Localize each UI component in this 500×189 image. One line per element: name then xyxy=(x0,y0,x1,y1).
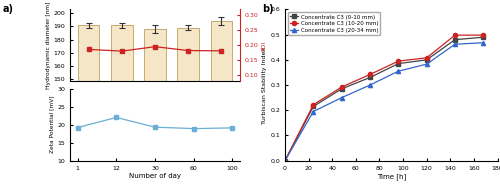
Concentrate C3 (0-10 mm) xyxy=(367,76,373,79)
Bar xyxy=(144,29,166,189)
Concentrate C3 (20-34 mm) xyxy=(367,84,373,86)
Concentrate C3 (10-20 mm) xyxy=(480,34,486,36)
Concentrate C3 (10-20 mm) xyxy=(310,104,316,106)
Concentrate C3 (10-20 mm) xyxy=(424,57,430,59)
Bar xyxy=(78,25,100,189)
Line: Concentrate C3 (10-20 mm): Concentrate C3 (10-20 mm) xyxy=(283,33,486,163)
Bar xyxy=(111,25,132,189)
X-axis label: Time [h]: Time [h] xyxy=(376,173,406,180)
Y-axis label: Zeta Potential [mV]: Zeta Potential [mV] xyxy=(50,96,54,153)
Concentrate C3 (10-20 mm) xyxy=(338,86,344,88)
Bar xyxy=(178,28,199,189)
Concentrate C3 (0-10 mm) xyxy=(452,39,458,41)
Legend: Concentrate C3 (0-10 mm), Concentrate C3 (10-20 mm), Concentrate C3 (20-34 mm): Concentrate C3 (0-10 mm), Concentrate C3… xyxy=(288,12,380,35)
Text: a): a) xyxy=(2,4,14,14)
Line: Concentrate C3 (0-10 mm): Concentrate C3 (0-10 mm) xyxy=(283,35,486,163)
Concentrate C3 (20-34 mm) xyxy=(480,42,486,44)
Concentrate C3 (10-20 mm) xyxy=(367,73,373,76)
Concentrate C3 (0-10 mm) xyxy=(396,63,402,65)
Concentrate C3 (20-34 mm) xyxy=(424,63,430,65)
X-axis label: Number of day: Number of day xyxy=(129,173,181,179)
Bar xyxy=(210,21,233,189)
Concentrate C3 (20-34 mm) xyxy=(282,160,288,162)
Concentrate C3 (0-10 mm) xyxy=(310,105,316,108)
Concentrate C3 (10-20 mm) xyxy=(396,60,402,62)
Concentrate C3 (10-20 mm) xyxy=(452,34,458,36)
Y-axis label: PDI: PDI xyxy=(262,40,266,51)
Concentrate C3 (20-34 mm) xyxy=(338,97,344,99)
Concentrate C3 (10-20 mm) xyxy=(282,160,288,162)
Concentrate C3 (0-10 mm) xyxy=(338,88,344,90)
Concentrate C3 (20-34 mm) xyxy=(396,70,402,72)
Text: b): b) xyxy=(262,4,274,14)
Concentrate C3 (20-34 mm) xyxy=(310,110,316,113)
Y-axis label: Hydrodynamic diameter [nm]: Hydrodynamic diameter [nm] xyxy=(46,2,51,89)
Y-axis label: Turbiscan Stability Index: Turbiscan Stability Index xyxy=(262,46,268,124)
Concentrate C3 (0-10 mm) xyxy=(480,36,486,38)
Concentrate C3 (0-10 mm) xyxy=(282,160,288,162)
Concentrate C3 (20-34 mm) xyxy=(452,43,458,45)
Line: Concentrate C3 (20-34 mm): Concentrate C3 (20-34 mm) xyxy=(283,41,486,163)
Concentrate C3 (0-10 mm) xyxy=(424,59,430,61)
